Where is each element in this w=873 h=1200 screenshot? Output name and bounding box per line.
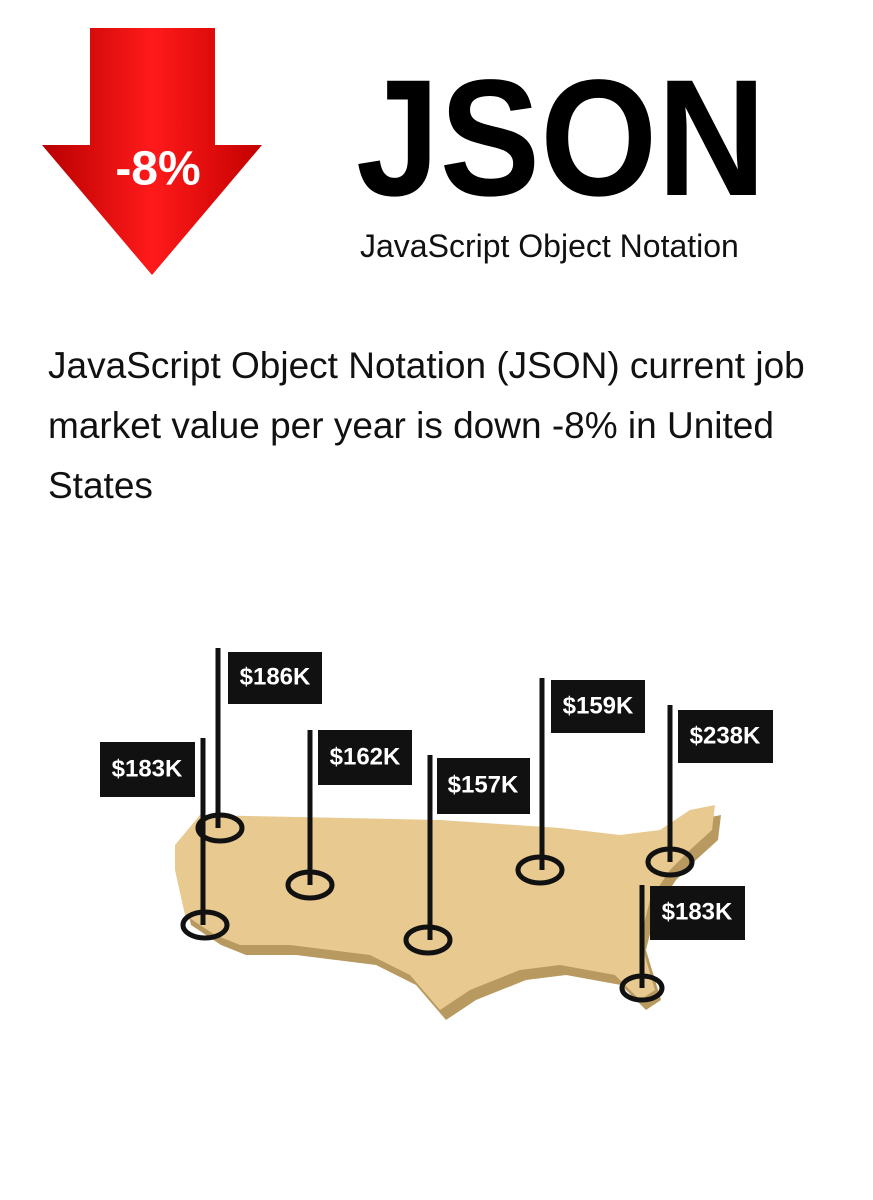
flag-box — [650, 886, 745, 940]
flag-box — [228, 652, 322, 704]
flag-label: $183K — [662, 898, 733, 925]
flag: $183K — [619, 885, 745, 1003]
flag-box — [100, 742, 195, 797]
flag-label: $157K — [448, 771, 519, 798]
flag-box — [437, 758, 530, 814]
flag: $159K — [515, 678, 645, 886]
flag: $238K — [645, 705, 773, 878]
flag-label: $186K — [240, 663, 311, 690]
flag: $186K — [195, 648, 322, 844]
flag-label: $238K — [690, 722, 761, 749]
description: JavaScript Object Notation (JSON) curren… — [48, 345, 805, 506]
flag-label: $162K — [330, 743, 401, 770]
subtitle: JavaScript Object Notation — [360, 228, 739, 264]
flag-label: $159K — [563, 692, 634, 719]
flag: $183K — [100, 738, 230, 941]
flag: $157K — [403, 755, 530, 956]
badge-text: -8% — [115, 143, 200, 196]
flag-box — [318, 730, 412, 785]
flag-label: $183K — [112, 755, 183, 782]
flag-box — [551, 680, 645, 733]
flag: $162K — [285, 730, 412, 901]
down-arrow — [42, 28, 262, 275]
title: JSON — [356, 46, 766, 231]
flag-box — [678, 710, 773, 763]
